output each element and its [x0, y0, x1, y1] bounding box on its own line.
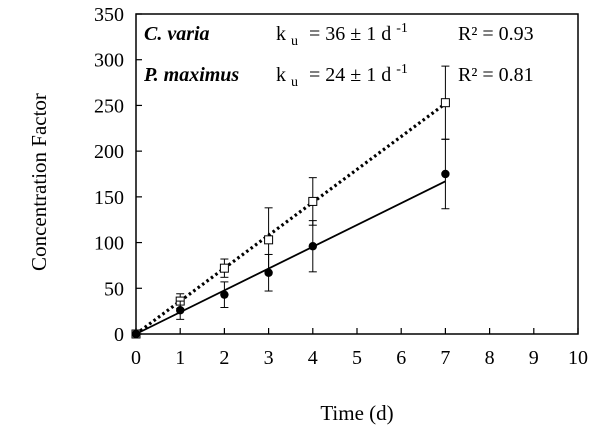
y-tick-label: 250: [94, 95, 124, 117]
data-point: [441, 169, 450, 179]
data-point: [308, 196, 318, 206]
legend: C. varia k u = 36 ± 1 d -1 R² = 0.93 P. …: [143, 15, 534, 91]
y-tick-label: 350: [94, 4, 124, 26]
legend-ku-value-2: = 24 ± 1 d: [309, 64, 391, 86]
legend-r2-1: R² = 0.93: [458, 23, 534, 45]
y-tick-label: 200: [94, 141, 124, 163]
legend-ku-subscript-2: u: [291, 75, 298, 90]
x-tick-label: 6: [396, 347, 406, 369]
legend-ku-value-1: = 36 ± 1 d: [309, 23, 391, 45]
y-tick-label: 300: [94, 50, 124, 72]
x-tick-label: 7: [440, 347, 450, 369]
legend-series-name-1: C. varia: [144, 23, 210, 45]
legend-r2-2: R² = 0.81: [458, 64, 534, 86]
x-tick-label: 8: [485, 347, 495, 369]
y-axis-title: Concentration Factor: [27, 93, 51, 271]
legend-ku-superscript-2: -1: [396, 62, 408, 77]
data-point: [219, 263, 229, 273]
data-point: [176, 306, 185, 315]
plot-area-frame: [135, 13, 579, 335]
legend-ku-symbol-1: k: [276, 23, 286, 45]
y-tick-label: 150: [94, 187, 124, 209]
x-tick-label: 4: [308, 347, 318, 369]
fit-line: [135, 180, 446, 335]
data-point: [308, 242, 317, 251]
series-2: [131, 138, 450, 339]
x-tick-label: 3: [264, 347, 274, 369]
legend-series-name-2: P. maximus: [143, 64, 239, 86]
chart-marks: [131, 65, 450, 339]
x-tick-label: 10: [568, 347, 588, 369]
legend-ku-subscript-1: u: [291, 34, 298, 49]
x-tick-label: 9: [529, 347, 539, 369]
x-axis-title: Time (d): [320, 401, 393, 425]
data-point: [264, 268, 273, 277]
y-tick-label: 50: [104, 278, 124, 300]
legend-ku-superscript-1: -1: [396, 21, 408, 36]
data-point: [264, 235, 274, 245]
fit-line: [135, 102, 447, 336]
x-tick-label: 1: [175, 347, 185, 369]
legend-ku-symbol-2: k: [276, 64, 286, 86]
legend-row-2: P. maximus k u = 24 ± 1 d -1 R² = 0.81: [143, 56, 534, 91]
data-point: [220, 290, 229, 299]
y-tick-label: 100: [94, 233, 124, 255]
y-tick-label: 0: [114, 324, 124, 346]
legend-row-1: C. varia k u = 36 ± 1 d -1 R² = 0.93: [144, 15, 534, 50]
x-tick-label: 5: [352, 347, 362, 369]
x-tick-label: 0: [131, 347, 141, 369]
data-point: [440, 98, 450, 108]
x-tick-label: 2: [219, 347, 229, 369]
